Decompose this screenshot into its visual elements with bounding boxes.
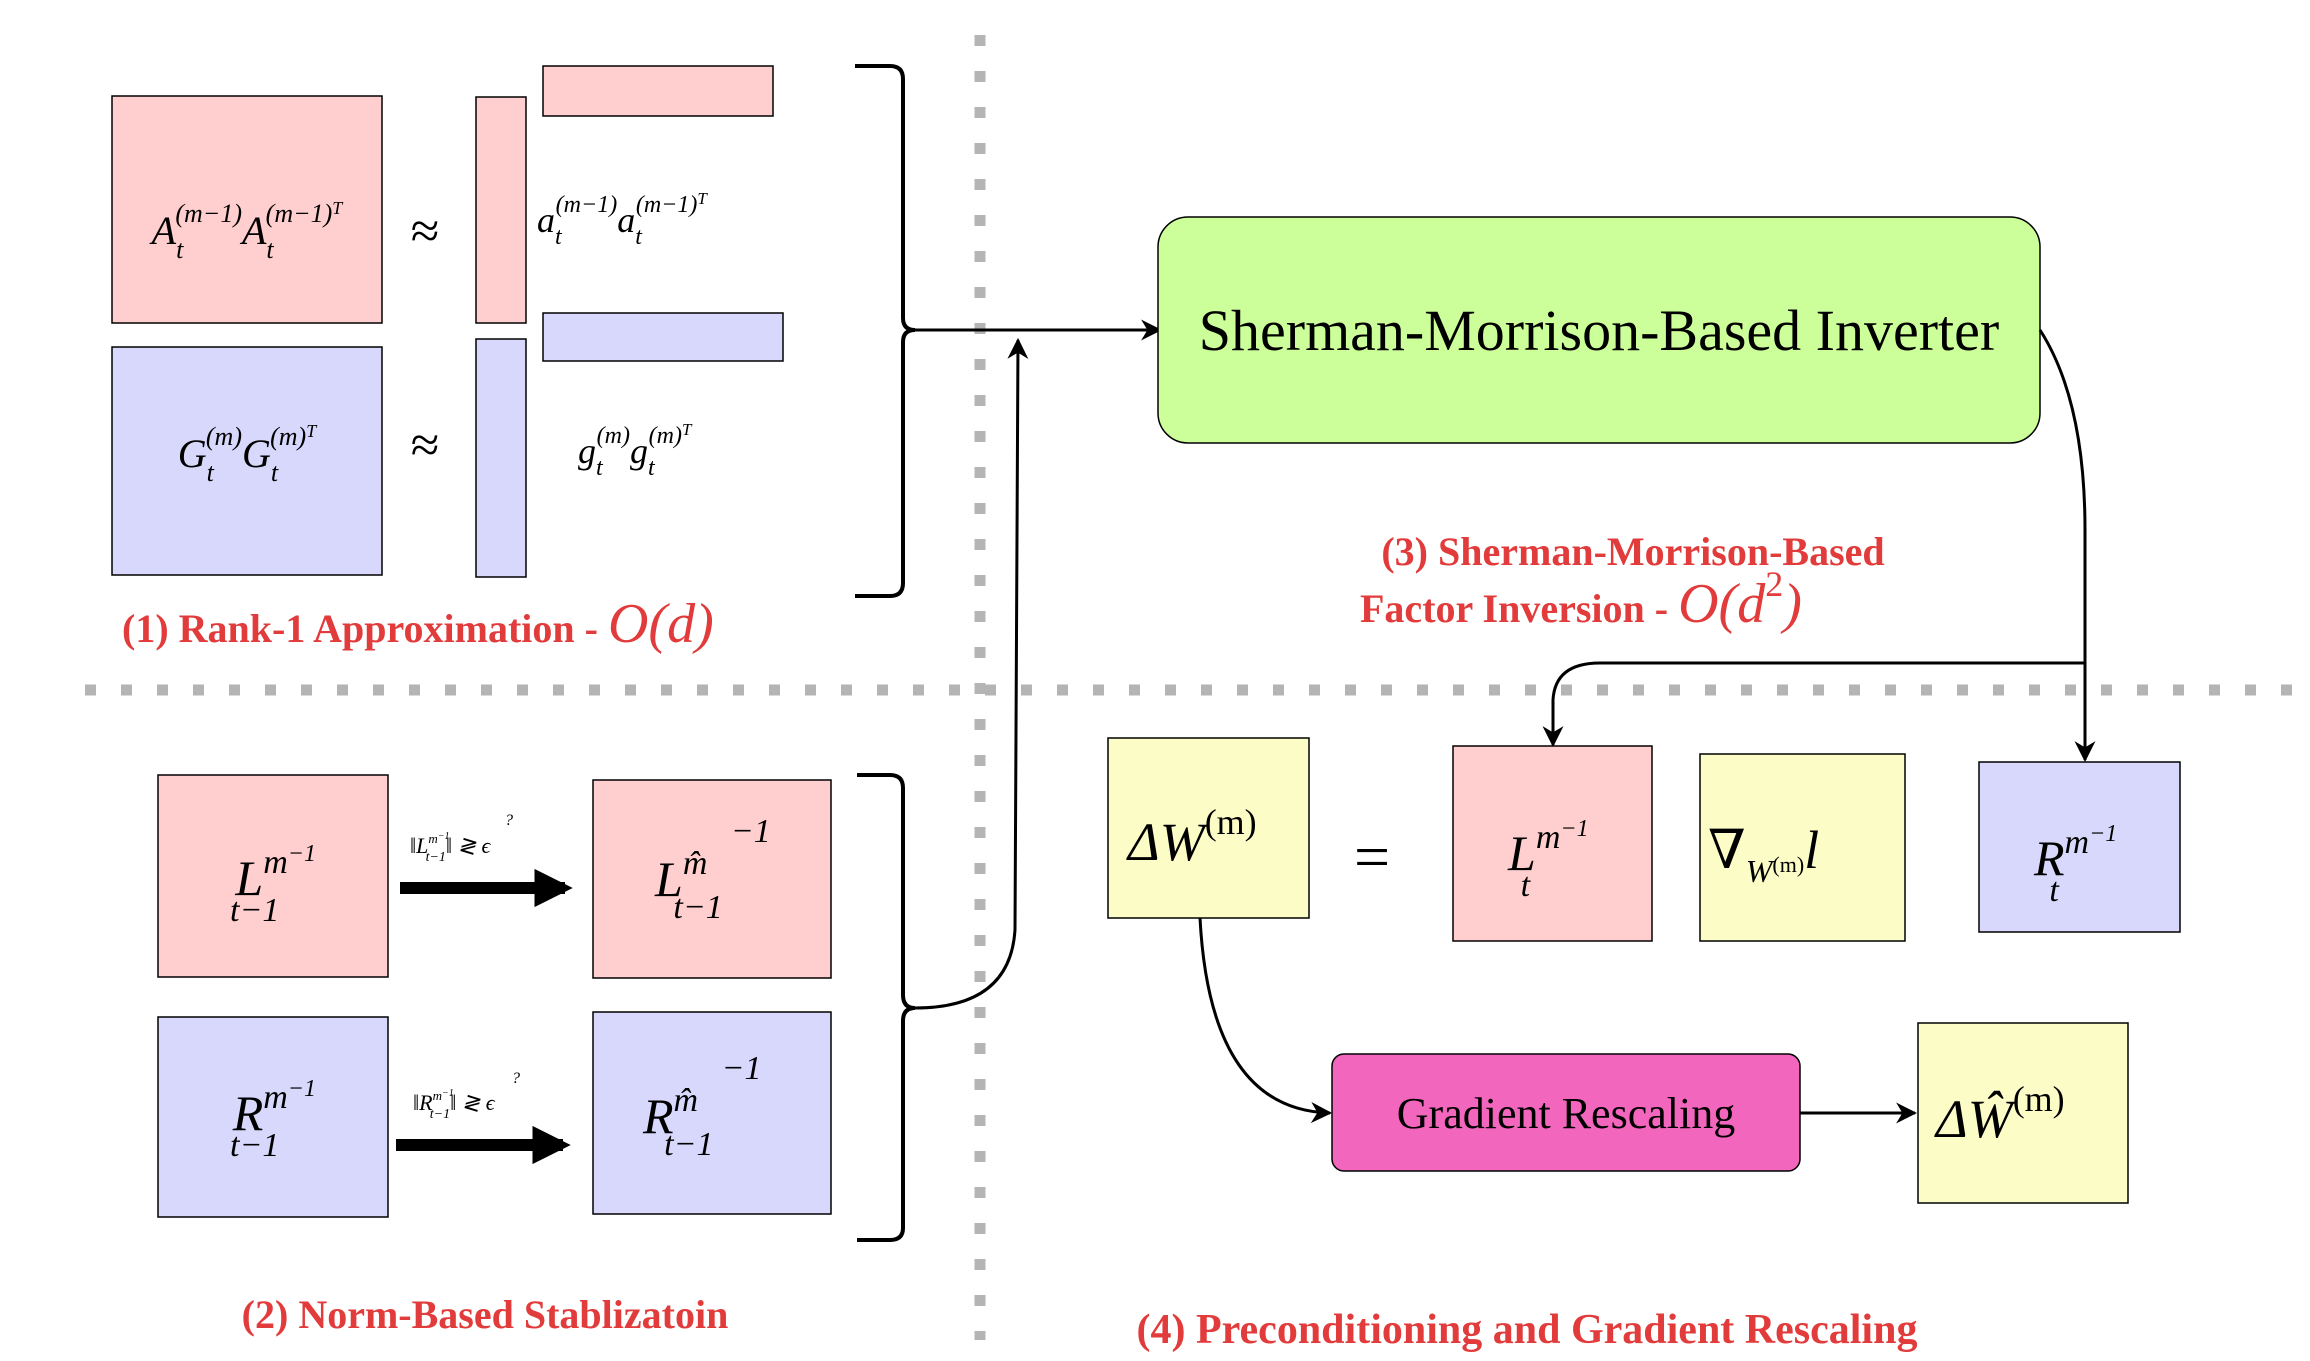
l-prev-factor-box — [157, 774, 389, 978]
inverter-to-r-arrow — [2038, 329, 2096, 763]
delta-w-label: ΔW(m) — [1126, 802, 1257, 872]
g-row-vector — [542, 312, 784, 362]
r-stabilized-box — [592, 1011, 832, 1215]
l-stabilized-label: Lm̂ t−1−1 — [654, 813, 771, 926]
l-stabilized-box — [592, 779, 832, 979]
g-column-vector — [475, 338, 527, 578]
delta-w-box — [1107, 737, 1310, 919]
a-covariance-matrix — [111, 95, 383, 324]
section2-bracket — [857, 773, 916, 1242]
section1-title: (1) Rank-1 Approximation - O(d) — [122, 593, 714, 655]
approx-symbol-a: ≈ — [411, 203, 440, 260]
a-outer-product-label: at(m−1)at(m−1)T — [537, 189, 708, 250]
l-norm-condition: ‖Lm−1 t−1‖ ≷ ϵ — [410, 831, 492, 865]
section2-to-inverter-arrow — [914, 337, 1029, 1010]
l-factor-box — [1452, 745, 1653, 942]
section4-title: (4) Preconditioning and Gradient Rescali… — [1137, 1307, 1918, 1353]
approx-symbol-g: ≈ — [411, 417, 440, 474]
sherman-morrison-inverter-label: Sherman-Morrison-Based Inverter — [1199, 298, 1999, 363]
l-norm-question: ? — [505, 812, 513, 829]
l-prev-factor-label: Lm−1 t−1 — [230, 841, 316, 929]
r-prev-factor-label: Rm−1 t−1 — [230, 1076, 316, 1164]
r-stabilized-label: Rm̂ t−1−1 — [642, 1050, 761, 1163]
a-covariance-label: At(m−1)At(m−1)T — [149, 198, 345, 264]
r-factor-label: Rm−1 t — [2033, 821, 2117, 909]
gradient-rescaling-label: Gradient Rescaling — [1397, 1089, 1735, 1138]
l-factor-label: Lm−1 t — [1507, 816, 1589, 904]
r-factor-box — [1978, 761, 2181, 933]
gradient-box — [1699, 753, 1906, 942]
section1-bracket — [855, 64, 916, 598]
r-norm-question: ? — [512, 1070, 520, 1087]
inverter-to-l-arrow — [1542, 661, 2085, 748]
a-row-vector — [542, 65, 774, 117]
delta-w-to-rescale-arrow — [1198, 917, 1333, 1124]
section2-title: (2) Norm-Based Stablizatoin — [242, 1292, 729, 1337]
g-covariance-matrix — [111, 346, 383, 576]
r-norm-condition: ‖Rm−1 t−1‖ ≷ ϵ — [413, 1088, 496, 1122]
equals-sign: = — [1354, 821, 1390, 892]
a-column-vector — [475, 96, 527, 324]
delta-w-hat-label: ΔŴ(m) — [1934, 1079, 2065, 1149]
delta-w-hat-box — [1917, 1022, 2129, 1204]
section3-title-line1: (3) Sherman-Morrison-Based — [1381, 529, 1884, 574]
section3-title-line2: Factor Inversion - O(d2) — [1360, 564, 1802, 635]
g-covariance-label: Gt(m)Gt(m)T — [178, 421, 318, 487]
r-prev-factor-box — [157, 1016, 389, 1218]
g-outer-product-label: gt(m)gt(m)T — [578, 420, 693, 481]
gradient-label: ∇W(m)l — [1708, 820, 1819, 889]
